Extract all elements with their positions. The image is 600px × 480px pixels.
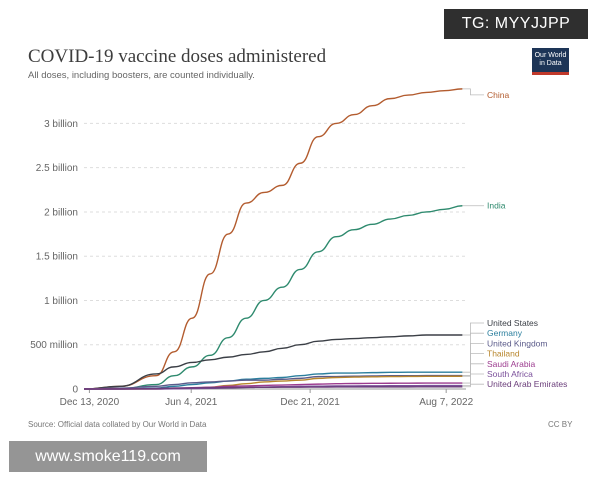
y-tick-label-2: 1 billion <box>44 296 78 307</box>
line-united-states <box>83 334 463 390</box>
connector-south-africa <box>462 373 484 387</box>
source-note: Source: Official data collated by Our Wo… <box>28 420 207 429</box>
watermark-top: TG: MYYJJPP <box>444 9 588 39</box>
line-germany <box>84 371 463 390</box>
license-link[interactable]: CC BY <box>548 420 573 429</box>
connector-united-states <box>462 322 484 336</box>
connector-thailand <box>462 353 484 377</box>
x-tick-label-3: Aug 7, 2022 <box>419 397 473 408</box>
connector-saudi-arabia <box>462 363 484 384</box>
y-tick-label-3: 1.5 billion <box>36 252 78 263</box>
x-tick-label-2: Dec 21, 2021 <box>280 397 340 408</box>
owid-logo[interactable]: Our World in Data <box>532 48 569 75</box>
label-saudi-arabia: Saudi Arabia <box>487 359 535 369</box>
label-germany: Germany <box>487 328 523 338</box>
label-south-africa: South Africa <box>487 369 533 379</box>
y-axis-ticks: 0 500 million 1 billion 1.5 billion 2 billio… <box>30 119 78 396</box>
label-connectors <box>462 88 484 388</box>
connector-united-kingdom <box>462 342 484 376</box>
label-india: India <box>487 201 506 211</box>
y-tick-label-0: 0 <box>72 385 78 396</box>
line-china <box>83 88 463 390</box>
x-tick-label-1: Jun 4, 2021 <box>165 397 218 408</box>
series-lines <box>83 88 463 390</box>
label-united-kingdom: United Kingdom <box>487 338 547 348</box>
line-united-kingdom <box>83 374 463 390</box>
x-tick-label-0: Dec 13, 2020 <box>60 397 120 408</box>
y-tick-label-1: 500 million <box>30 340 78 351</box>
connector-united-arab-emirates <box>462 383 484 388</box>
label-thailand: Thailand <box>487 349 520 359</box>
chart-subtitle: All doses, including boosters, are count… <box>28 70 255 81</box>
label-china: China <box>487 90 509 100</box>
y-tick-label-4: 2 billion <box>44 207 78 218</box>
label-united-arab-emirates: United Arab Emirates <box>487 379 567 389</box>
logo-line-1: Our World <box>534 52 567 59</box>
connector-germany <box>462 332 484 373</box>
x-axis-ticks: Dec 13, 2020 Jun 4, 2021 Dec 21, 2021 Aug 7… <box>60 389 474 408</box>
line-united-arab-emirates <box>83 386 463 390</box>
chart-title: COVID-19 vaccine doses administered <box>28 46 327 67</box>
watermark-bottom: www.smoke119.com <box>9 441 207 472</box>
y-tick-label-6: 3 billion <box>44 119 78 130</box>
label-united-states: United States <box>487 318 538 328</box>
connector-china <box>462 88 484 96</box>
y-tick-label-5: 2.5 billion <box>36 163 78 174</box>
logo-line-2: in Data <box>539 60 562 67</box>
line-india <box>84 205 463 390</box>
